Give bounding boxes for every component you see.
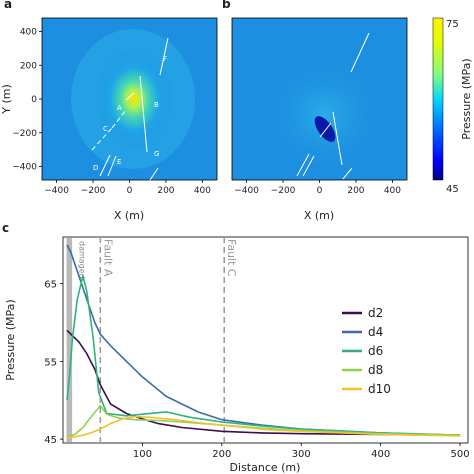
chart-y-tick-label-2: 65 [44, 280, 57, 291]
map-a-xlabel: X (m) [114, 209, 144, 222]
fault-label-f: F [163, 55, 167, 63]
colorbar-min-label: 45 [446, 184, 459, 195]
line-chart-ylabel: Pressure (MPa) [4, 299, 17, 380]
fault-marker-label-1: Fault C [225, 239, 238, 277]
map-a-axes: Y (m) X (m) −400 −200 0 200 400 400 200 0 −200 −4… [0, 28, 211, 223]
fault-b-line [139, 75, 148, 153]
fault-g-line [149, 167, 159, 181]
map-a-pressure-plume [94, 47, 174, 151]
map-a-x-tick-label-1: −200 [81, 186, 106, 196]
fault-label-b: B [154, 101, 159, 109]
map-a-y-tick-label-3: −200 [12, 129, 37, 139]
fault-c-line [91, 127, 113, 151]
fault-label-d: D [93, 164, 98, 172]
chart-x-tick-label-1: 200 [212, 449, 231, 460]
map-a-faults [91, 37, 169, 181]
line-chart-xlabel: Distance (m) [230, 461, 301, 474]
colorbar-max-label: 75 [446, 19, 459, 30]
panel-c-label: c [2, 221, 9, 235]
series-line-d8 [66, 404, 461, 438]
chart-y-tick-label-1: 55 [44, 357, 57, 368]
colorbar: 75 45 Pressure (MPa) [432, 17, 473, 195]
chart-x-tick-label-2: 300 [292, 449, 311, 460]
map-b-x-tick-label-2: 0 [317, 186, 323, 196]
line-chart-plot-area [62, 236, 469, 444]
fault-d-line [99, 154, 111, 177]
map-b-x-tick-label-3: 200 [347, 186, 364, 196]
map-b-fault-5 [350, 32, 370, 73]
fault-marker-label-0: Fault A [101, 239, 114, 277]
map-b-axes: X (m) −400 −200 0 200 400 [234, 180, 401, 222]
map-b-fault-6 [342, 167, 353, 180]
fault-e-line [107, 155, 117, 177]
panel-a-label: a [4, 0, 12, 11]
legend-label-d10: d10 [368, 382, 391, 396]
map-b-halo [264, 57, 384, 173]
map-b-depletion-zone [314, 116, 336, 142]
map-b-xlabel: X (m) [304, 209, 334, 222]
chart-x-tick-label-4: 500 [451, 449, 470, 460]
fault-label-g: G [154, 150, 159, 158]
map-panel-a: A B C D E F G [41, 17, 218, 181]
map-b-fault-4 [302, 155, 315, 177]
line-chart: damaged Fault A Fault C 100 200 300 400 500 45 5… [4, 236, 470, 474]
legend-label-d6: d6 [368, 344, 383, 358]
chart-x-tick-label-3: 400 [371, 449, 390, 460]
fault-label-c: C [103, 125, 108, 133]
map-panel-b [231, 17, 408, 181]
map-a-ylabel: Y (m) [0, 84, 13, 115]
map-a-y-tick-label-2: 0 [31, 95, 37, 105]
damaged-zone-label: damaged [77, 241, 86, 279]
fault-a-line [125, 92, 135, 101]
panel-b-label: b [222, 0, 231, 11]
map-a-x-tick-label-3: 200 [157, 186, 174, 196]
map-b-x-tick-label-1: −200 [271, 186, 296, 196]
map-b-faults [296, 32, 370, 180]
fault-c-line-2 [111, 109, 127, 129]
series-line-d10 [66, 415, 461, 439]
colorbar-title: Pressure (MPa) [460, 58, 473, 139]
legend-label-d4: d4 [368, 325, 383, 339]
map-a-x-tick-label-2: 0 [127, 186, 133, 196]
fault-label-e: E [117, 158, 121, 166]
map-a-y-tick-label-1: 200 [20, 61, 37, 71]
map-b-x-tick-label-0: −400 [234, 186, 259, 196]
map-a-y-tick-label-0: 400 [20, 28, 37, 38]
map-b-fault-3 [296, 153, 310, 177]
legend-label-d8: d8 [368, 363, 383, 377]
chart-y-tick-label-0: 45 [44, 435, 57, 446]
map-b-fault-2 [332, 111, 343, 166]
colorbar-gradient [432, 17, 444, 181]
map-b-fault-1 [319, 122, 332, 138]
series-line-d6 [66, 275, 461, 436]
map-b-x-tick-label-4: 400 [384, 186, 401, 196]
map-a-x-tick-label-4: 400 [194, 186, 211, 196]
fault-label-a: A [117, 104, 122, 112]
map-a-y-tick-label-4: −400 [12, 163, 37, 173]
map-a-x-tick-label-0: −400 [44, 186, 69, 196]
fault-f-line [159, 37, 169, 76]
damaged-zone-band [66, 238, 73, 442]
legend-label-d2: d2 [368, 306, 383, 320]
chart-x-tick-label-0: 100 [133, 449, 152, 460]
